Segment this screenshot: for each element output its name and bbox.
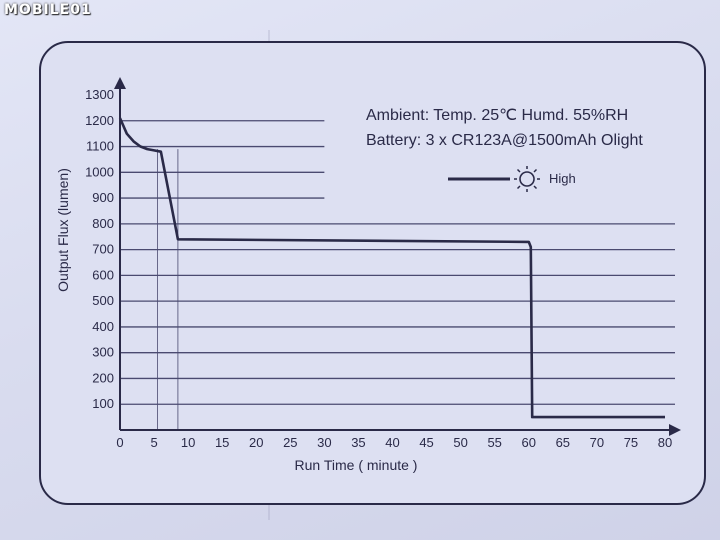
y-tick-label-1000: 1000 (85, 164, 114, 179)
y-tick-labels: 100 200 300 400 500 600 700 800 900 1000 1100 1200 1… (85, 87, 114, 411)
x-tick-label-15: 15 (215, 435, 229, 450)
watermark-logo: MOBILE01 (4, 2, 92, 18)
x-axis-label: Run Time ( minute ) (295, 457, 418, 473)
x-tick-label-75: 75 (624, 435, 638, 450)
y-tick-label-200: 200 (92, 370, 114, 385)
x-tick-label-65: 65 (556, 435, 570, 450)
x-tick-label-70: 70 (590, 435, 604, 450)
x-axis-arrow (669, 424, 681, 436)
x-tick-label-40: 40 (385, 435, 399, 450)
y-tick-label-1300: 1300 (85, 87, 114, 102)
legend-label-high: High (549, 171, 576, 186)
x-tick-label-35: 35 (351, 435, 365, 450)
x-tick-labels: 0 5 10 15 20 25 30 35 40 45 50 55 60 65 70 75 80 (116, 435, 672, 450)
legend: High (448, 166, 576, 192)
y-tick-label-400: 400 (92, 319, 114, 334)
x-tick-label-25: 25 (283, 435, 297, 450)
annotation-ambient: Ambient: Temp. 25℃ Humd. 55%RH (366, 107, 628, 124)
y-tick-label-1200: 1200 (85, 113, 114, 128)
y-tick-label-600: 600 (92, 267, 114, 282)
x-tick-label-20: 20 (249, 435, 263, 450)
grid-lines (120, 120, 675, 430)
y-axis-arrow (114, 77, 126, 89)
y-axis-label: Output Flux (lumen) (55, 168, 71, 292)
series-line-high (118, 117, 665, 419)
y-tick-label-800: 800 (92, 216, 114, 231)
x-tick-label-55: 55 (487, 435, 501, 450)
x-tick-label-50: 50 (453, 435, 467, 450)
annotation-battery: Battery: 3 x CR123A@1500mAh Olight (366, 132, 643, 149)
y-tick-label-900: 900 (92, 190, 114, 205)
y-tick-label-700: 700 (92, 242, 114, 257)
x-tick-label-10: 10 (181, 435, 195, 450)
y-tick-label-300: 300 (92, 345, 114, 360)
axes (114, 77, 681, 436)
x-tick-label-60: 60 (522, 435, 536, 450)
y-tick-label-1100: 1100 (86, 139, 114, 154)
series-lines (118, 117, 665, 419)
x-tick-label-5: 5 (150, 435, 157, 450)
x-tick-label-45: 45 (419, 435, 433, 450)
y-tick-label-100: 100 (92, 396, 114, 411)
x-tick-label-0: 0 (116, 435, 123, 450)
x-tick-label-80: 80 (658, 435, 672, 450)
y-tick-label-500: 500 (92, 293, 114, 308)
chart-card (39, 41, 706, 505)
sun-icon (514, 166, 540, 192)
x-tick-label-30: 30 (317, 435, 331, 450)
